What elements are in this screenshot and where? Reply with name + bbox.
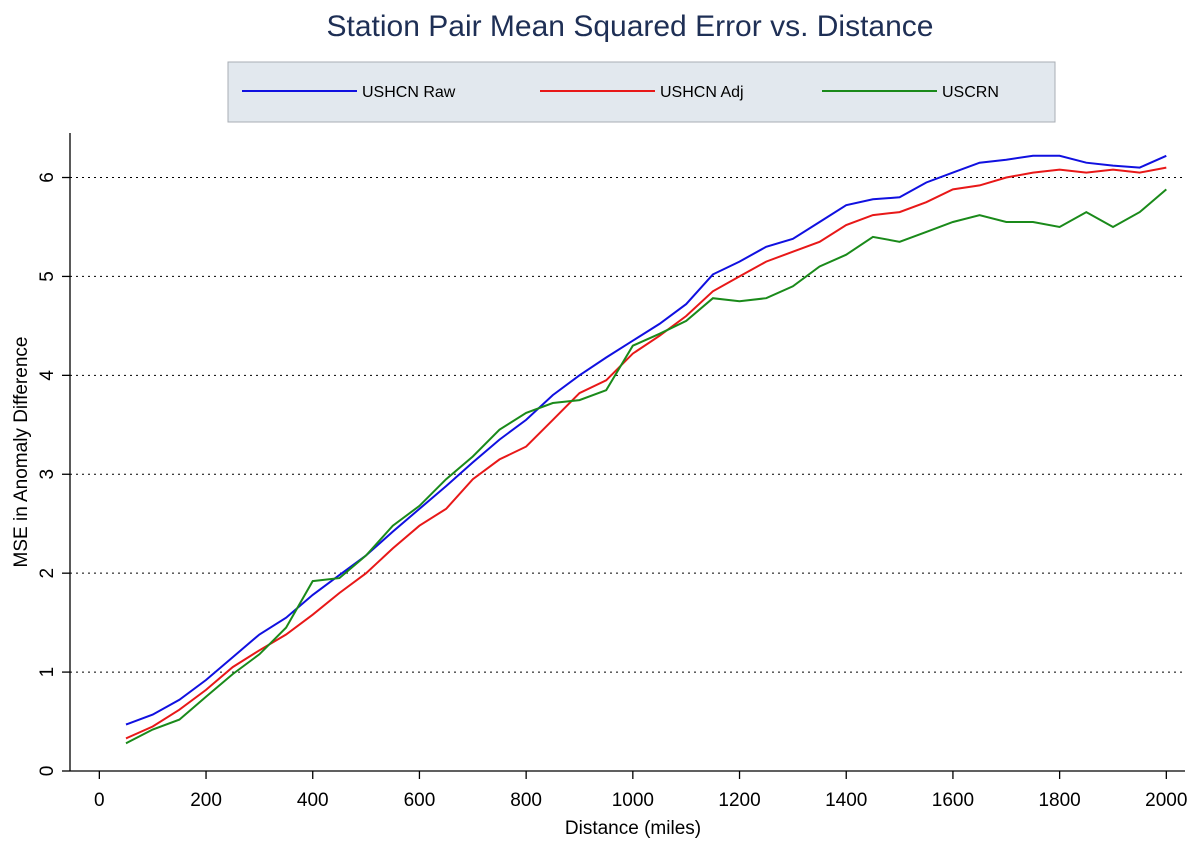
legend-label: USCRN xyxy=(942,84,999,101)
x-tick-label: 0 xyxy=(94,790,105,811)
y-tick-label: 0 xyxy=(37,766,58,777)
y-tick-label: 6 xyxy=(37,172,58,183)
x-axis-label: Distance (miles) xyxy=(565,818,701,839)
series-line xyxy=(125,188,1167,745)
x-tick-label: 1200 xyxy=(718,790,760,811)
series-line xyxy=(125,154,1167,726)
x-tick-label: 1600 xyxy=(932,790,974,811)
chart-title: Station Pair Mean Squared Error vs. Dist… xyxy=(327,10,934,43)
x-tick-label: 800 xyxy=(510,790,542,811)
x-tick-label: 1000 xyxy=(612,790,654,811)
x-tick-label: 1800 xyxy=(1038,790,1080,811)
y-axis-label: MSE in Anomaly Difference xyxy=(11,337,32,568)
x-tick-label: 400 xyxy=(297,790,329,811)
legend-label: USHCN Raw xyxy=(362,84,456,101)
y-tick-label: 3 xyxy=(37,469,58,480)
series-line xyxy=(125,166,1167,740)
x-tick-label: 1400 xyxy=(825,790,867,811)
x-tick-label: 200 xyxy=(190,790,222,811)
y-tick-label: 5 xyxy=(37,271,58,282)
y-tick-label: 2 xyxy=(37,568,58,579)
x-tick-label: 600 xyxy=(404,790,436,811)
x-tick-label: 2000 xyxy=(1145,790,1187,811)
legend-label: USHCN Adj xyxy=(660,84,744,101)
y-tick-label: 4 xyxy=(37,370,58,381)
y-tick-label: 1 xyxy=(37,667,58,678)
